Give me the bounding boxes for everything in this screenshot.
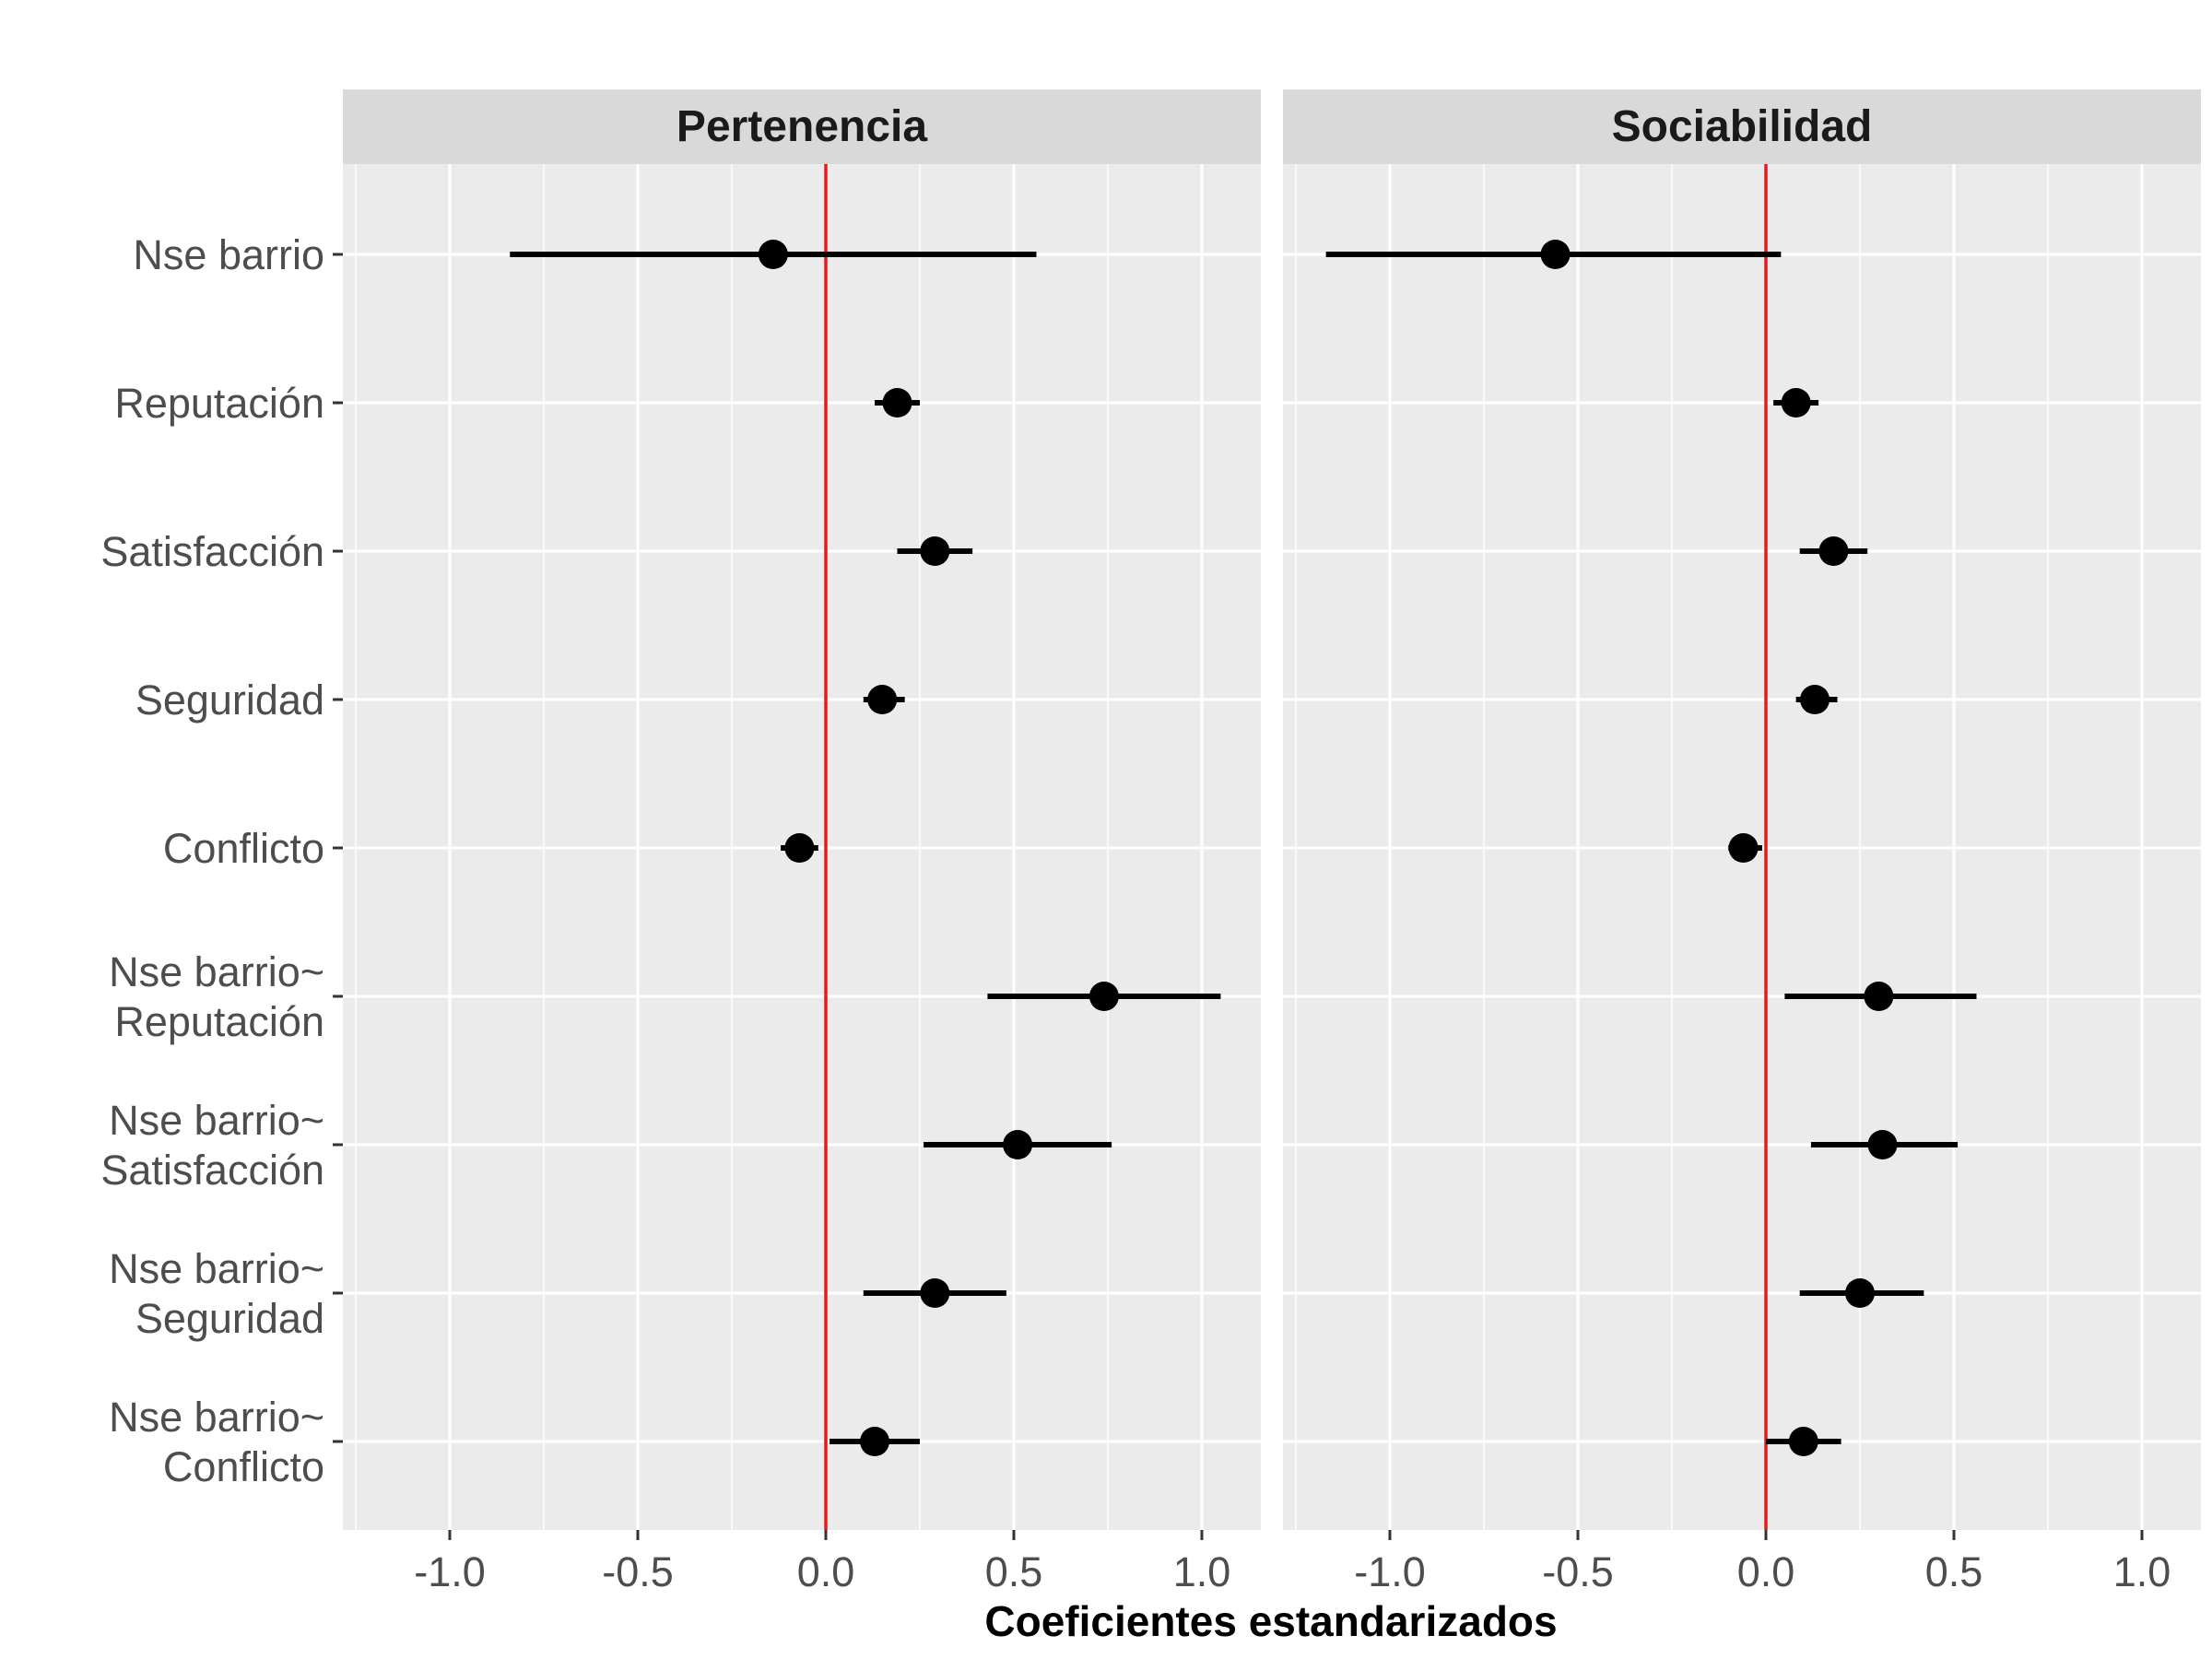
x-tick-label: 1.0 (2113, 1548, 2171, 1595)
coefficient-point (1728, 833, 1759, 863)
y-tick-label-line: Conflicto (163, 825, 324, 872)
coefficient-point (860, 1427, 890, 1456)
coefficient-point (867, 685, 898, 714)
y-tick-label: Nse barrio~ Reputación (109, 948, 324, 1045)
coefficient-point (1800, 685, 1830, 714)
y-tick-label: Nse barrio (133, 231, 324, 278)
x-tick-label: 0.5 (1925, 1548, 1983, 1595)
panel-title: Sociabilidad (1612, 102, 1873, 151)
coefficient-point (1003, 1130, 1033, 1159)
coefficient-point (1818, 536, 1849, 566)
y-tick-label-line: Nse barrio~ (109, 948, 324, 995)
y-tick-label-line: Satisfacción (100, 1147, 324, 1194)
coefficient-point (1781, 388, 1811, 418)
y-tick-label: Conflicto (163, 825, 324, 872)
y-tick-label: Seguridad (135, 677, 324, 724)
panel-0: Pertenencia -1.0 -0.5 0.0 0.5 1.0 (343, 89, 1261, 1595)
coefficient-point (882, 388, 912, 418)
y-tick-label-line: Seguridad (135, 677, 324, 724)
coefficient-point (1088, 982, 1119, 1011)
coefficient-point (1788, 1427, 1818, 1456)
y-tick-label: Nse barrio~ Conflicto (109, 1394, 324, 1490)
coefficient-point (920, 536, 950, 566)
coefficient-point (1540, 240, 1571, 269)
coefficient-point (1864, 982, 1894, 1011)
x-axis-title: Coeficientes estandarizados (984, 1597, 1557, 1645)
panel-title: Pertenencia (677, 102, 927, 151)
y-tick-label-line: Satisfacción (100, 528, 324, 575)
y-tick-label-line: Seguridad (135, 1295, 324, 1342)
y-tick-label: Nse barrio~ Satisfacción (100, 1097, 324, 1194)
y-tick-label-line: Nse barrio~ (109, 1245, 324, 1292)
x-tick-label: 0.0 (1737, 1548, 1795, 1595)
panel-1: Sociabilidad -1.0 -0.5 0.0 0.5 1.0 (1283, 89, 2201, 1595)
x-tick-label: -0.5 (1542, 1548, 1614, 1595)
y-tick-label-line: Reputación (114, 380, 324, 427)
y-tick-label: Satisfacción (100, 528, 324, 575)
coefficient-point (758, 240, 788, 269)
coefficient-point (1867, 1130, 1898, 1159)
y-tick-label-line: Nse barrio (133, 231, 324, 278)
panel-strip (1283, 89, 2201, 164)
y-tick-label: Reputación (114, 380, 324, 427)
y-tick-label-line: Conflicto (163, 1443, 324, 1490)
panel-strip (343, 89, 1261, 164)
x-tick-label: 1.0 (1173, 1548, 1231, 1595)
x-tick-label: -1.0 (414, 1548, 486, 1595)
coefficient-point (1845, 1278, 1875, 1308)
x-tick-label: 0.5 (985, 1548, 1043, 1595)
x-tick-label: 0.0 (797, 1548, 855, 1595)
y-tick-label: Nse barrio~ Seguridad (109, 1245, 324, 1342)
x-tick-label: -1.0 (1354, 1548, 1426, 1595)
y-tick-label-line: Nse barrio~ (109, 1097, 324, 1144)
coefficient-point (920, 1278, 950, 1308)
coefficient-point (784, 833, 815, 863)
y-tick-label-line: Reputación (114, 998, 324, 1045)
x-tick-label: -0.5 (602, 1548, 674, 1595)
y-tick-label-line: Nse barrio~ (109, 1394, 324, 1441)
